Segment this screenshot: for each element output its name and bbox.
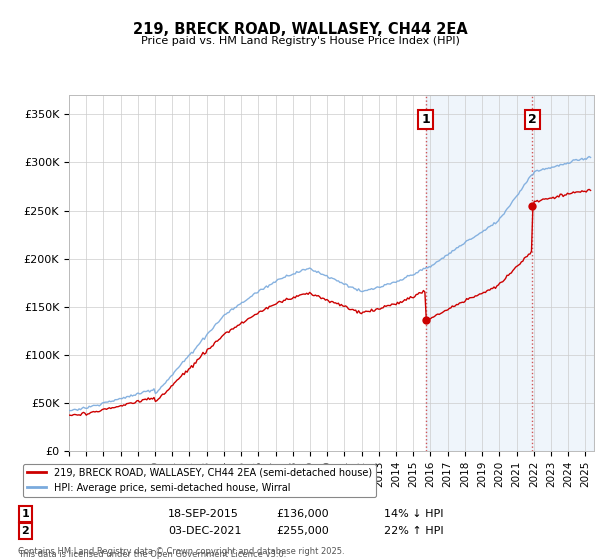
- Text: 219, BRECK ROAD, WALLASEY, CH44 2EA: 219, BRECK ROAD, WALLASEY, CH44 2EA: [133, 22, 467, 38]
- Text: 1: 1: [22, 509, 29, 519]
- Text: 22% ↑ HPI: 22% ↑ HPI: [384, 526, 443, 536]
- Text: 14% ↓ HPI: 14% ↓ HPI: [384, 509, 443, 519]
- Legend: 219, BRECK ROAD, WALLASEY, CH44 2EA (semi-detached house), HPI: Average price, s: 219, BRECK ROAD, WALLASEY, CH44 2EA (sem…: [23, 464, 376, 497]
- Bar: [425, 95, 594, 451]
- Text: 03-DEC-2021: 03-DEC-2021: [168, 526, 242, 536]
- Text: 18-SEP-2015: 18-SEP-2015: [168, 509, 239, 519]
- Text: £255,000: £255,000: [276, 526, 329, 536]
- Text: This data is licensed under the Open Government Licence v3.0.: This data is licensed under the Open Gov…: [18, 550, 286, 559]
- Text: 1: 1: [421, 113, 430, 126]
- Text: 2: 2: [22, 526, 29, 536]
- Text: Price paid vs. HM Land Registry's House Price Index (HPI): Price paid vs. HM Land Registry's House …: [140, 36, 460, 46]
- Text: 2: 2: [528, 113, 537, 126]
- Text: £136,000: £136,000: [276, 509, 329, 519]
- Text: Contains HM Land Registry data © Crown copyright and database right 2025.: Contains HM Land Registry data © Crown c…: [18, 547, 344, 556]
